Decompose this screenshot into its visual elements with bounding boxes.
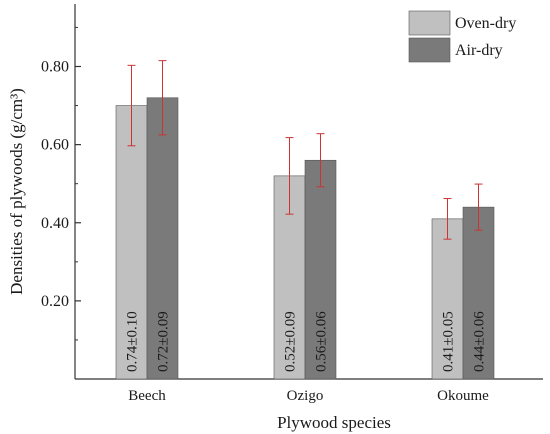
category-labels: Beech Ozigo Okoume [128, 388, 489, 404]
y-tick-label: 0.60 [41, 137, 69, 154]
legend-label-oven-dry: Oven-dry [455, 15, 516, 32]
bar-value-label: 0.52±0.09 [283, 311, 299, 372]
legend-label-air-dry: Air-dry [455, 42, 503, 59]
bar-air-dry-okoume [462, 206, 495, 380]
bar-oven-dry-okoume [431, 218, 464, 380]
bar-air-dry-beech [146, 97, 179, 380]
bar-oven-dry-beech [115, 105, 148, 380]
legend-swatch-air-dry [408, 37, 451, 63]
bar-value-label: 0.72±0.09 [156, 311, 172, 372]
category-label: Ozigo [287, 388, 324, 404]
x-axis-title: Plywood species [277, 413, 391, 432]
error-bar [316, 133, 325, 188]
bar-value-label: 0.41±0.05 [441, 311, 457, 372]
error-bars [127, 60, 483, 240]
bar-value-label: 0.74±0.10 [125, 311, 141, 372]
error-bar [158, 60, 167, 136]
y-tick-label: 0.20 [41, 293, 69, 310]
error-bar [127, 64, 136, 147]
error-bar [285, 137, 294, 215]
legend: Oven-dry Air-dry [408, 10, 516, 63]
y-tick-label: 0.80 [41, 59, 69, 76]
bar-value-label: 0.44±0.06 [472, 311, 488, 372]
y-tick-label: 0.40 [41, 215, 69, 232]
legend-swatch-oven-dry [408, 10, 451, 36]
y-ticks: 0.20 0.40 0.60 0.80 [41, 26, 81, 341]
bar-value-label: 0.56±0.06 [314, 311, 330, 372]
y-axis-title: Densities of plywoods (g/cm³) [7, 88, 26, 295]
error-bar [474, 183, 483, 231]
category-label: Okoume [437, 388, 489, 404]
bars [115, 97, 495, 380]
error-bar [443, 198, 452, 240]
category-label: Beech [128, 388, 166, 404]
bar-value-labels: 0.74±0.10 0.52±0.09 0.41±0.05 0.72±0.09 0.56… [125, 311, 488, 372]
